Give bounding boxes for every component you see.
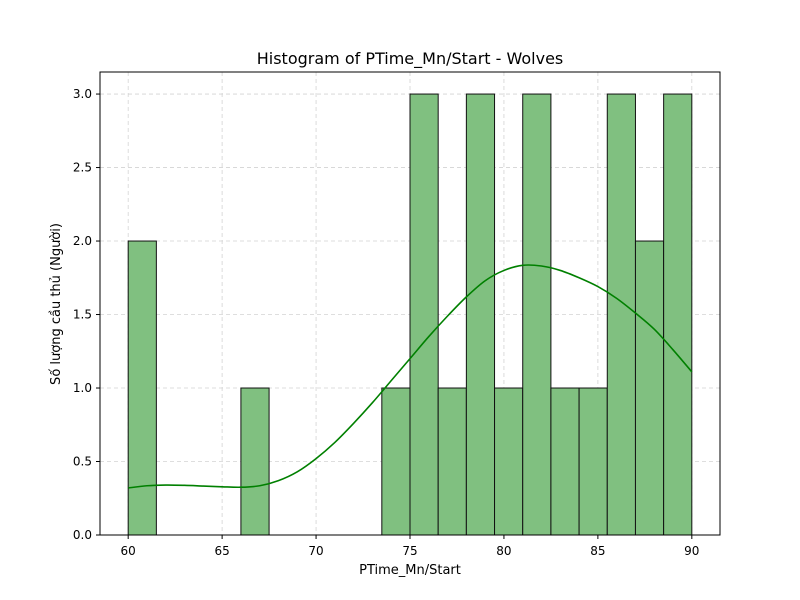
axis-ticks: 60 65 70 75 80 85 90 0.0 0.5 1.0 1.5 2.0 2.5 3.0 — [73, 87, 700, 558]
histogram-bar-16 — [578, 387, 608, 536]
y-tick-label-0: 0.0 — [73, 528, 92, 542]
y-tick-label-6: 3.0 — [73, 87, 92, 101]
histogram-bar-12 — [465, 93, 496, 536]
x-tick-label-2: 70 — [308, 544, 323, 558]
histogram-bar-19 — [663, 93, 693, 536]
x-tick-label-0: 60 — [121, 544, 136, 558]
histogram-bar-17 — [606, 93, 636, 536]
y-tick-label-2: 1.0 — [73, 381, 92, 395]
y-axis-label: Số lượng cầu thủ (Người) — [49, 223, 64, 385]
histogram-bar-13 — [494, 387, 524, 536]
histogram-bar-18 — [634, 240, 665, 536]
histogram-bar-14 — [522, 93, 552, 536]
histogram-bar-15 — [550, 387, 580, 536]
x-tick-label-3: 75 — [402, 544, 417, 558]
x-tick-label-4: 80 — [496, 544, 511, 558]
histogram-bar-11 — [437, 387, 467, 536]
histogram-bar-9 — [381, 387, 411, 536]
chart-title: Histogram of PTime_Mn/Start - Wolves — [257, 49, 564, 69]
histogram-bar-4 — [240, 387, 270, 536]
histogram-bar-10 — [409, 93, 439, 536]
kde-curve — [128, 264, 693, 489]
x-axis-label: PTime_Mn/Start — [359, 563, 461, 578]
y-tick-label-4: 2.0 — [73, 234, 92, 248]
x-tick-label-5: 85 — [590, 544, 605, 558]
x-tick-label-6: 90 — [684, 544, 699, 558]
x-tick-label-1: 65 — [214, 544, 229, 558]
y-tick-label-5: 2.5 — [73, 161, 92, 175]
histogram-bar-0 — [127, 240, 157, 536]
y-tick-label-3: 1.5 — [73, 308, 92, 322]
y-tick-label-1: 0.5 — [73, 455, 92, 469]
